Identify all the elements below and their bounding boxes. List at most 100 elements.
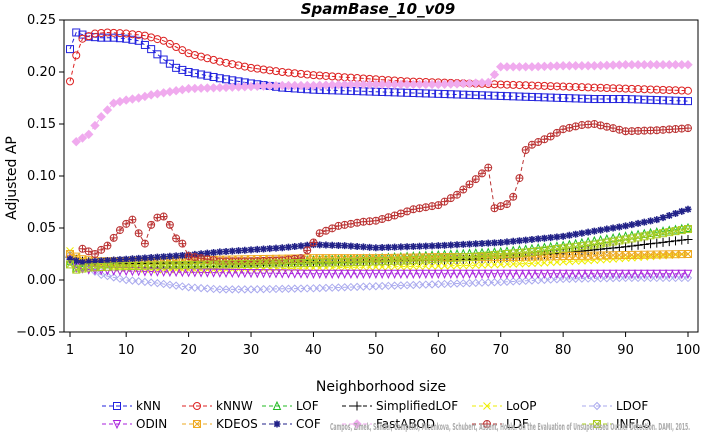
point-fastabod bbox=[627, 60, 637, 70]
point-cof bbox=[384, 243, 392, 251]
point-cof bbox=[172, 252, 180, 260]
point-knnw bbox=[234, 61, 243, 70]
y-tick-label: 0.10 bbox=[27, 169, 56, 184]
point-knnw bbox=[496, 80, 505, 89]
point-ldof bbox=[590, 274, 599, 283]
point-knn bbox=[465, 90, 474, 99]
point-ldof bbox=[596, 274, 605, 283]
point-odin bbox=[159, 267, 168, 277]
series-fastabod bbox=[71, 60, 693, 147]
point-knn bbox=[209, 72, 218, 81]
point-cof bbox=[597, 226, 605, 234]
legend-label: KDEOS bbox=[216, 417, 258, 431]
point-knnw bbox=[296, 69, 305, 78]
point-knn bbox=[403, 88, 412, 97]
point-knnw bbox=[640, 85, 649, 94]
point-simplifiedlof bbox=[677, 235, 687, 245]
x-tick-label: 90 bbox=[617, 343, 634, 358]
point-odin bbox=[409, 269, 418, 279]
x-tick-label: 40 bbox=[305, 343, 322, 358]
legend-label: COF bbox=[296, 417, 321, 431]
point-simplifiedlof bbox=[683, 234, 693, 244]
point-odin bbox=[596, 269, 605, 279]
point-ldf bbox=[459, 185, 468, 194]
point-odin bbox=[128, 267, 137, 277]
point-ldf bbox=[140, 239, 149, 248]
point-knnw bbox=[134, 30, 143, 39]
point-odin bbox=[508, 269, 518, 279]
point-odin bbox=[552, 269, 562, 279]
point-ldof bbox=[521, 276, 530, 286]
point-ldof bbox=[290, 284, 299, 293]
point-cof bbox=[122, 255, 130, 263]
point-cof bbox=[378, 244, 386, 252]
point-knn bbox=[446, 90, 455, 99]
legend-label: kNN bbox=[136, 399, 161, 413]
point-cof bbox=[297, 242, 305, 250]
point-cof bbox=[366, 243, 374, 251]
point-knnw bbox=[97, 29, 106, 37]
legend-marker bbox=[113, 402, 121, 410]
point-cof bbox=[459, 240, 467, 248]
point-cof bbox=[416, 242, 424, 250]
point-knn bbox=[640, 95, 649, 104]
point-loop bbox=[534, 259, 543, 267]
point-odin bbox=[196, 268, 206, 278]
point-knn bbox=[546, 93, 555, 102]
point-fastabod bbox=[90, 120, 100, 131]
point-loop bbox=[421, 262, 430, 271]
point-ldof bbox=[240, 285, 249, 294]
point-ldof bbox=[665, 273, 674, 283]
point-ldf bbox=[184, 252, 193, 261]
point-cof bbox=[640, 218, 648, 226]
point-odin bbox=[302, 269, 312, 279]
point-odin bbox=[483, 269, 493, 279]
point-simplifiedlof bbox=[652, 238, 662, 248]
point-fastabod bbox=[658, 60, 668, 70]
point-ldof bbox=[652, 273, 661, 283]
point-knn bbox=[203, 71, 212, 80]
point-cof bbox=[428, 242, 436, 250]
point-knn bbox=[509, 92, 518, 101]
point-ldof bbox=[309, 284, 318, 293]
point-cof bbox=[135, 254, 143, 262]
point-fastabod bbox=[402, 79, 412, 90]
point-odin bbox=[421, 269, 431, 279]
point-knn bbox=[584, 94, 593, 103]
legend-item-lof: LOF bbox=[262, 399, 319, 413]
legend-marker bbox=[352, 401, 362, 411]
point-ldf bbox=[534, 138, 543, 147]
point-knn bbox=[646, 95, 655, 104]
legend-item-knnw: kNNW bbox=[182, 399, 253, 413]
point-fastabod bbox=[483, 77, 493, 88]
point-fastabod bbox=[290, 80, 300, 91]
legend-item-simplifiedlof: SimplifiedLOF bbox=[342, 399, 458, 413]
point-ldf bbox=[97, 245, 106, 254]
point-cof bbox=[341, 242, 349, 250]
point-knn bbox=[659, 96, 668, 105]
point-fastabod bbox=[558, 61, 568, 71]
point-loop bbox=[434, 262, 443, 270]
point-fastabod bbox=[570, 61, 581, 71]
point-odin bbox=[134, 267, 143, 277]
legend-item-cof: COF bbox=[262, 417, 321, 431]
point-knnw bbox=[565, 82, 574, 91]
point-cof bbox=[110, 256, 118, 264]
series-knn bbox=[66, 28, 692, 106]
point-knn bbox=[502, 92, 511, 101]
point-fastabod bbox=[346, 79, 356, 90]
y-tick-label: 0.00 bbox=[27, 273, 56, 288]
point-fastabod bbox=[508, 62, 518, 72]
point-cof bbox=[578, 229, 586, 237]
point-knnw bbox=[328, 72, 337, 81]
point-cof bbox=[603, 225, 611, 233]
x-tick-label: 1 bbox=[66, 343, 74, 358]
point-cof bbox=[153, 253, 161, 261]
point-ldof bbox=[234, 285, 243, 294]
point-odin bbox=[471, 269, 481, 279]
point-odin bbox=[203, 268, 212, 278]
point-fastabod bbox=[414, 79, 425, 90]
x-tick-label: 80 bbox=[555, 343, 572, 358]
point-ldof bbox=[215, 285, 225, 294]
point-ldof bbox=[571, 274, 580, 283]
